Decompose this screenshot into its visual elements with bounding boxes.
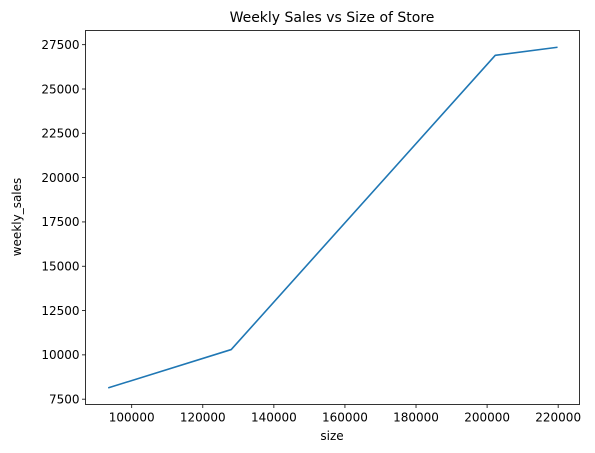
x-axis-label: size (320, 429, 343, 443)
chart-title: Weekly Sales vs Size of Store (230, 10, 435, 26)
y-tick-label: 27500 (41, 38, 79, 52)
y-tick-label: 22500 (41, 127, 79, 141)
y-axis-ticks: 7500 10000 12500 15000 17500 20000 22500 25000 2… (41, 38, 86, 406)
y-tick-label: 7500 (49, 392, 80, 406)
x-tick-label: 160000 (322, 411, 368, 425)
y-tick-label: 15000 (41, 260, 79, 274)
x-tick-label: 100000 (109, 411, 155, 425)
y-tick-label: 10000 (41, 348, 79, 362)
plot-area-frame (85, 30, 580, 405)
series-line (107, 46, 558, 389)
x-tick-label: 200000 (464, 411, 510, 425)
series-layer (107, 46, 558, 389)
x-tick-label: 140000 (251, 411, 297, 425)
x-tick-label: 180000 (393, 411, 439, 425)
y-tick-label: 12500 (41, 304, 79, 318)
y-axis-label: weekly_sales (10, 178, 24, 257)
y-tick-label: 17500 (41, 215, 79, 229)
y-tick-label: 25000 (41, 82, 79, 96)
y-tick-label: 20000 (41, 171, 79, 185)
x-tick-label: 220000 (535, 411, 581, 425)
x-axis-ticks: 100000 120000 140000 160000 180000 200000 2200… (109, 404, 581, 425)
x-tick-label: 120000 (180, 411, 226, 425)
